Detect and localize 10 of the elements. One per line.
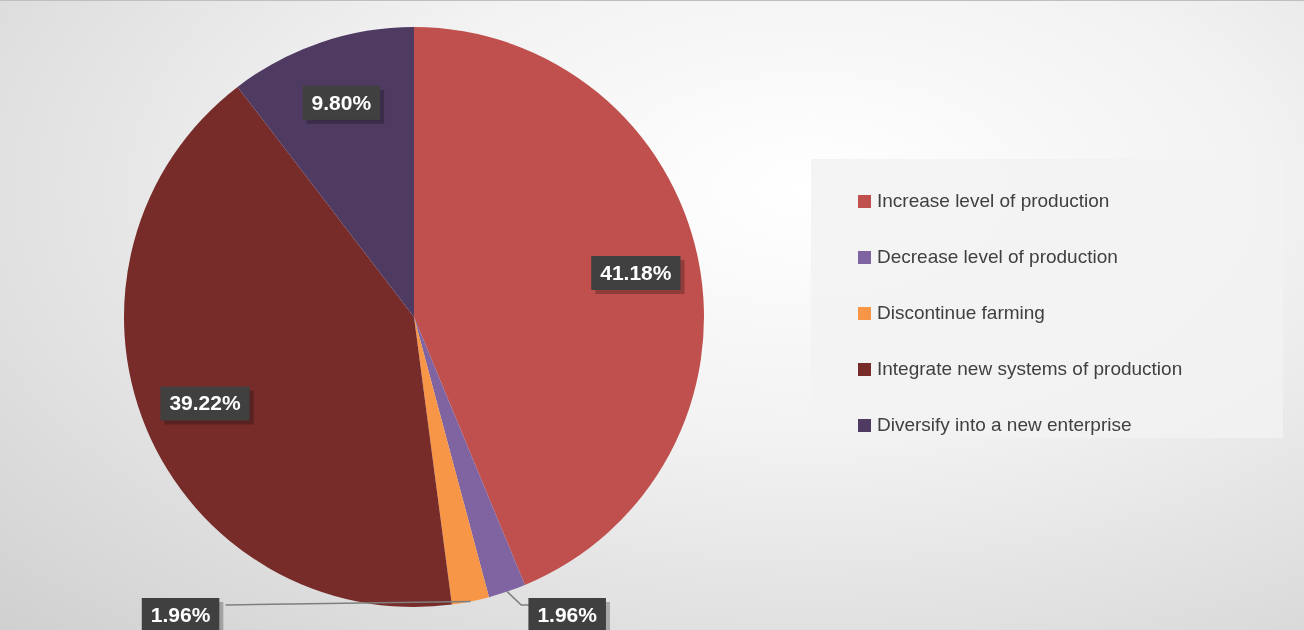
data-label: 39.22% <box>169 391 241 415</box>
legend-label: Discontinue farming <box>877 302 1045 324</box>
legend-label: Diversify into a new enterprise <box>877 414 1132 436</box>
data-label: 1.96% <box>537 602 598 626</box>
legend-label: Integrate new systems of production <box>877 358 1183 380</box>
legend-label: Increase level of production <box>877 190 1110 212</box>
data-label: 41.18% <box>600 260 672 284</box>
data-label: 9.80% <box>311 90 372 114</box>
data-label: 1.96% <box>150 602 211 626</box>
legend-label: Decrease level of production <box>877 246 1118 268</box>
